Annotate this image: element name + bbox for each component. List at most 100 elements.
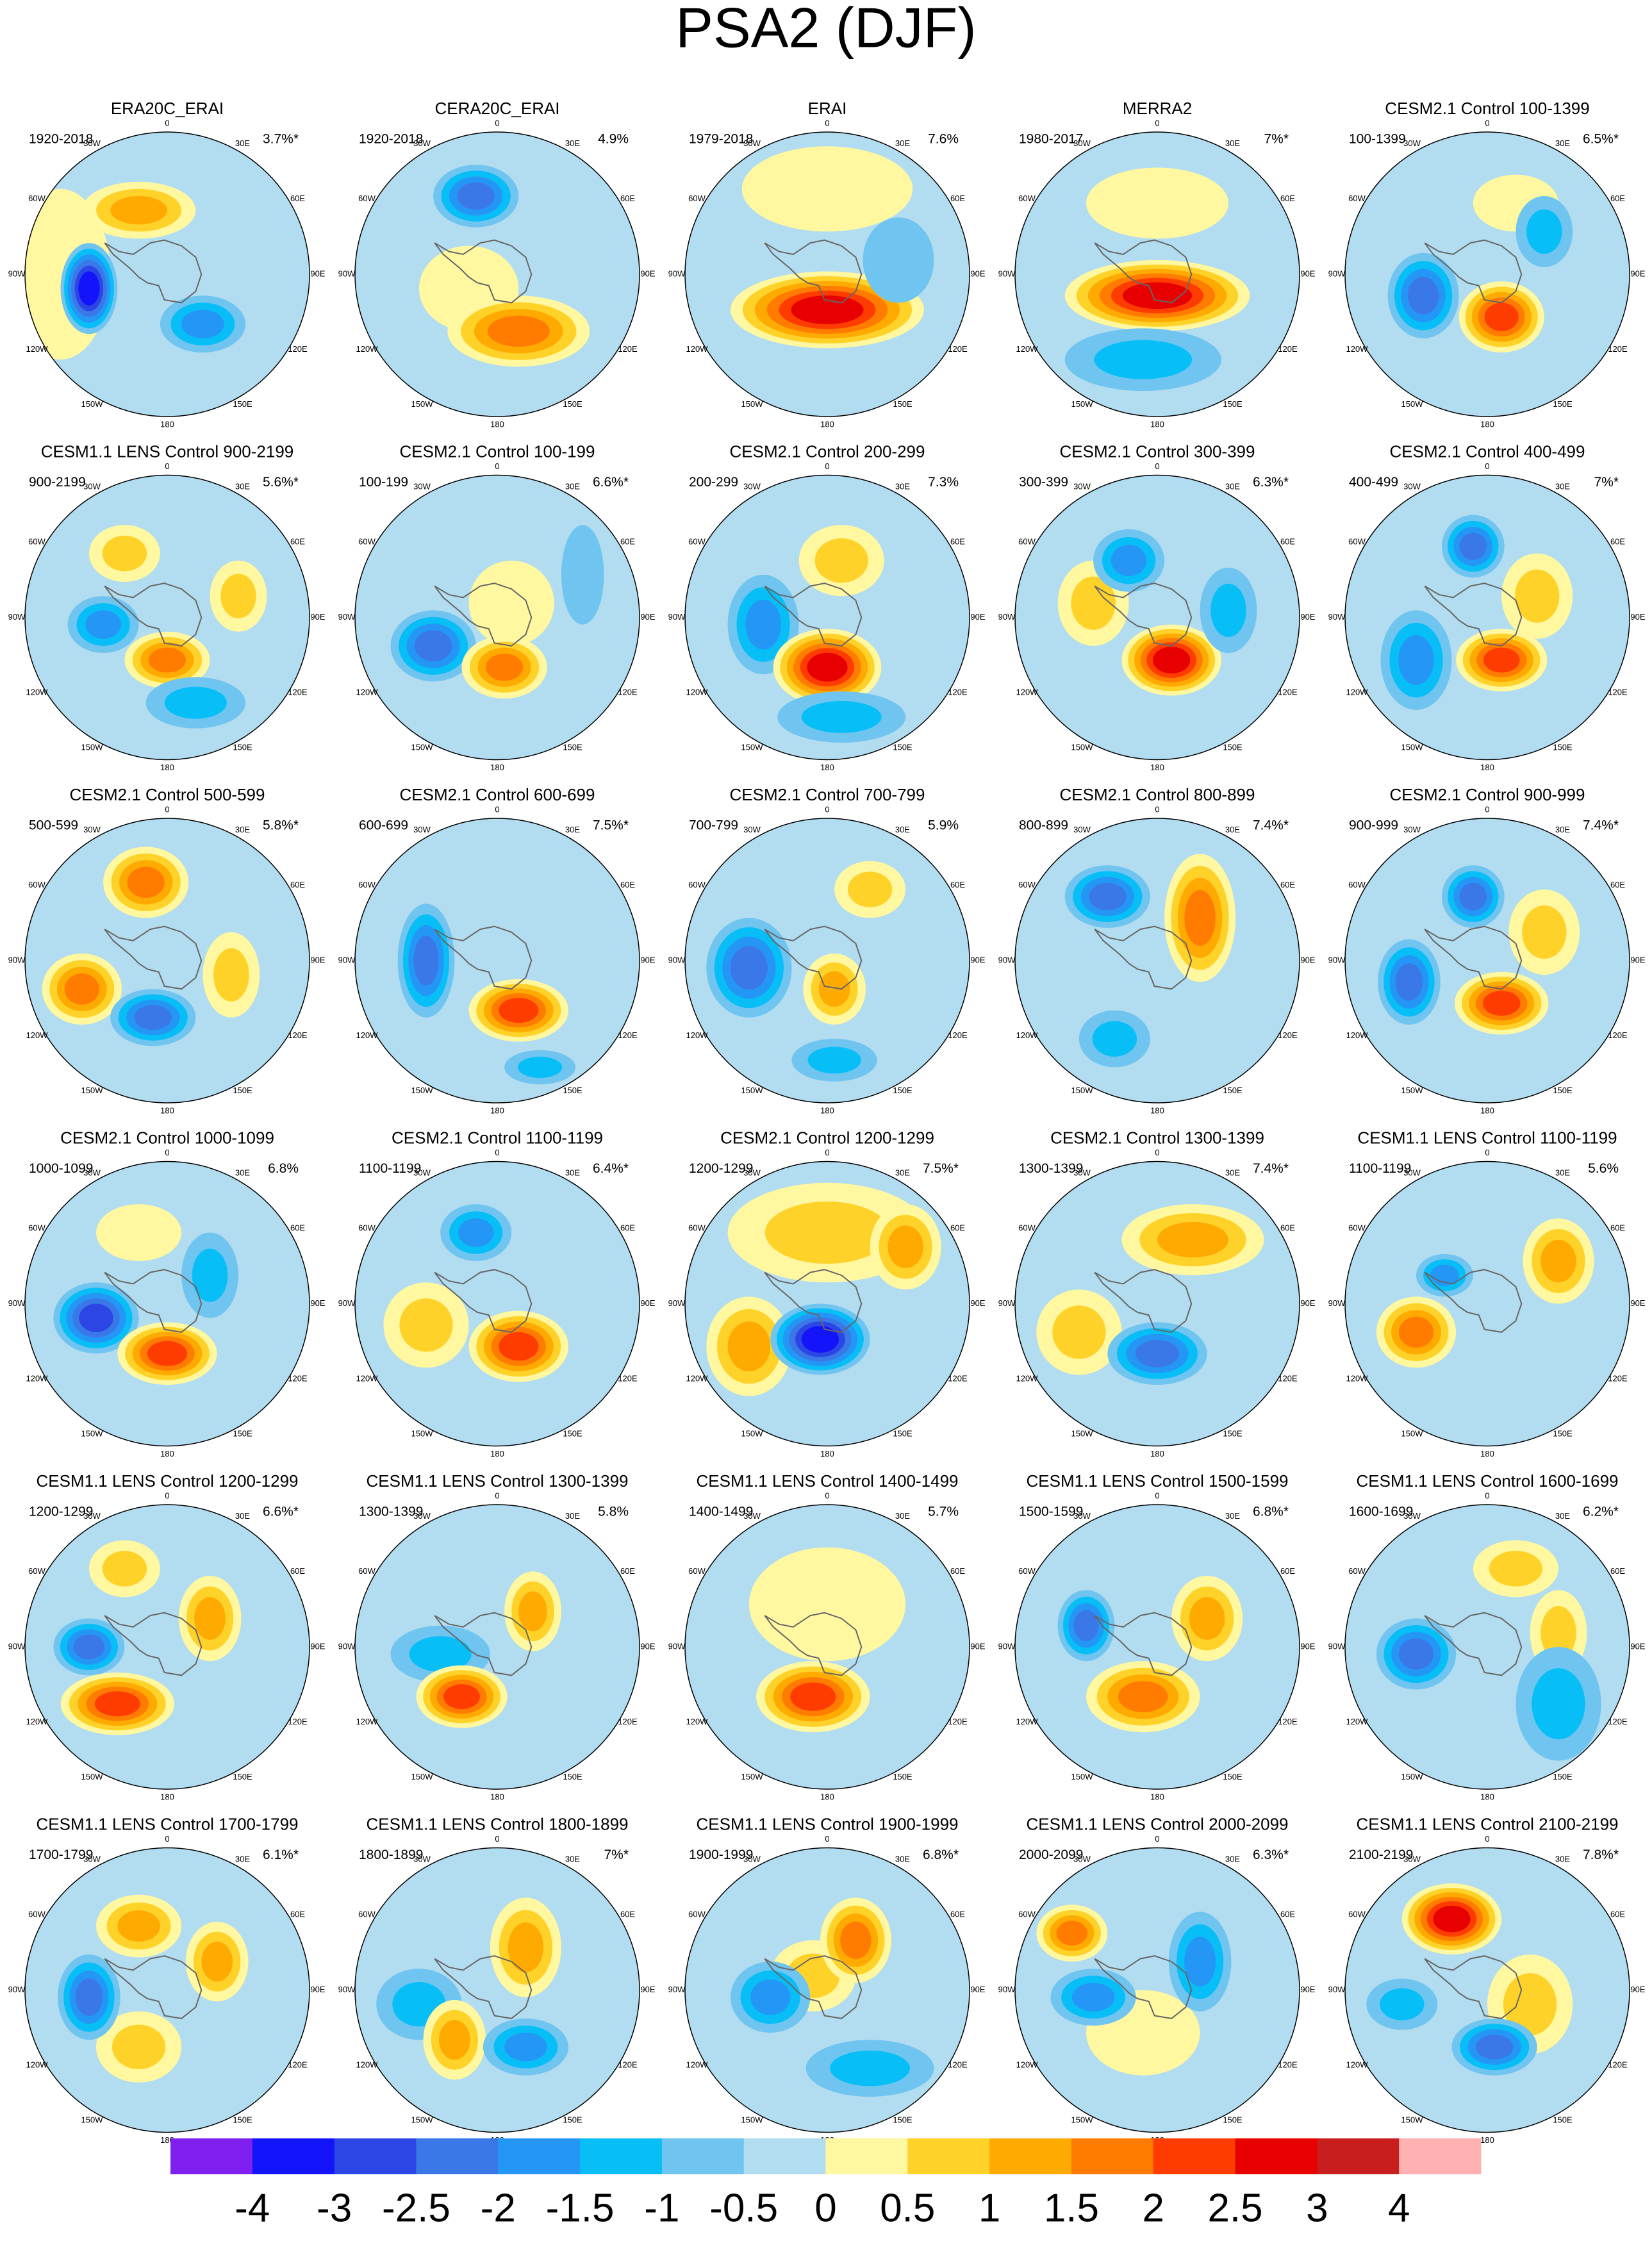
anomaly-blob [730,946,768,990]
longitude-label: 180 [820,763,834,772]
longitude-label: 90W [998,269,1016,278]
longitude-label: 90E [640,612,655,622]
coastline [764,925,863,990]
longitude-label: 180 [490,1792,504,1801]
longitude-label: 150W [1071,742,1094,752]
longitude-label: 60E [950,1909,965,1919]
map-field [685,1505,970,1789]
colorbar-label: -1 [644,2186,679,2230]
longitude-label: 90W [338,612,356,622]
longitude-label: 30W [83,825,101,834]
map-border [684,474,970,761]
longitude-label: 120E [288,1373,308,1383]
map-border [24,474,310,761]
anomaly-blob [790,1682,836,1711]
longitude-label: 60W [1348,1566,1366,1576]
panel-variance: 5.8%* [263,818,299,833]
longitude-label: 120E [618,1373,638,1383]
map-background [25,818,310,1103]
longitude-label: 60W [1018,1909,1036,1919]
longitude-label: 120W [1016,1717,1038,1726]
longitude-label: 60E [1610,880,1625,889]
map-border [1014,474,1300,761]
longitude-label: 120E [948,1030,968,1040]
longitude-label: 60W [1348,194,1366,203]
longitude-label: 120E [948,1373,968,1383]
longitude-label: 150W [741,2115,764,2124]
map-field [355,1505,640,1789]
longitude-label: 0 [825,1834,829,1844]
map-field [1345,1161,1630,1446]
panel-title: CESM2.1 Control 1100-1199 [392,1128,603,1147]
longitude-label: 60W [28,536,45,546]
panel-period: 900-999 [1349,818,1398,833]
panel-variance: 5.6%* [263,475,299,490]
anomaly-blob [888,1225,923,1268]
longitude-label: 60W [1018,1566,1036,1576]
longitude-label: 30E [235,138,250,148]
longitude-label: 90W [998,1985,1016,1994]
panel-period: 200-299 [689,475,738,490]
panel-title: CERA20C_ERAI [434,99,559,118]
anomaly-blob [117,1910,160,1942]
panel-title: CESM1.1 LENS Control 1200-1299 [36,1471,298,1491]
longitude-label: 60W [358,536,376,546]
longitude-label: 120W [686,1030,708,1040]
map-border [1014,1847,1300,2133]
longitude-label: 30E [1555,825,1570,834]
longitude-label: 150W [81,742,104,752]
anomaly-blob [807,1046,861,1074]
map-field [25,1505,310,1789]
panel-period: 1979-2018 [689,132,753,147]
map-field [25,1847,310,2133]
map-border [684,818,970,1103]
longitude-label: 180 [820,1792,834,1801]
longitude-label: 150W [1401,1086,1424,1095]
longitude-label: 30W [83,138,101,148]
colorbar-box [416,2138,499,2174]
anomaly-blob [468,560,554,646]
anomaly-blob [748,1547,906,1662]
longitude-label: 90W [8,1298,26,1308]
longitude-label: 120W [1346,687,1368,697]
longitude-label: 90E [310,955,325,964]
anomaly-blob [134,1005,172,1030]
panel-variance: 7%* [1264,132,1289,147]
panel-title: CESM2.1 Control 1300-1399 [1050,1128,1264,1147]
longitude-label: 60E [620,1909,635,1919]
longitude-label: 150E [1553,1428,1573,1438]
longitude-label: 150W [411,2115,434,2124]
panel-title: CESM1.1 LENS Control 1800-1899 [366,1814,628,1833]
panel-period: 1200-1299 [29,1505,93,1519]
longitude-label: 150W [411,742,434,752]
anomaly-blob [750,1979,791,2015]
map-panel: CESM2.1 Control 300-399 300-399 6.3%* 0 30E 6… [998,442,1316,772]
longitude-label: 90E [970,955,985,964]
longitude-label: 30E [235,1168,250,1177]
figure-title: PSA2 (DJF) [675,0,976,59]
longitude-label: 120E [1608,344,1628,354]
panel-variance: 7.5%* [593,818,629,833]
colorbar-box [1399,2138,1482,2174]
longitude-label: 150W [1401,2115,1424,2124]
longitude-label: 30W [83,1511,101,1521]
longitude-label: 60E [1280,1566,1295,1576]
map-border [1344,131,1630,417]
anomaly-blob [508,1922,544,1972]
map-background [355,1847,640,2133]
longitude-label: 30E [565,138,580,148]
map-field [1015,1161,1300,1446]
longitude-label: 120E [1608,2060,1628,2069]
longitude-label: 0 [1155,118,1159,128]
anomaly-blob [840,1921,871,1959]
map-field [1345,132,1630,417]
longitude-label: 30W [743,138,761,148]
longitude-label: 0 [495,461,499,471]
longitude-label: 90E [970,1641,985,1651]
longitude-label: 90W [338,955,356,964]
map-border [1014,818,1300,1103]
longitude-label: 60E [290,880,305,889]
panel-variance: 6.3%* [1253,475,1289,490]
longitude-label: 90W [338,1641,356,1651]
